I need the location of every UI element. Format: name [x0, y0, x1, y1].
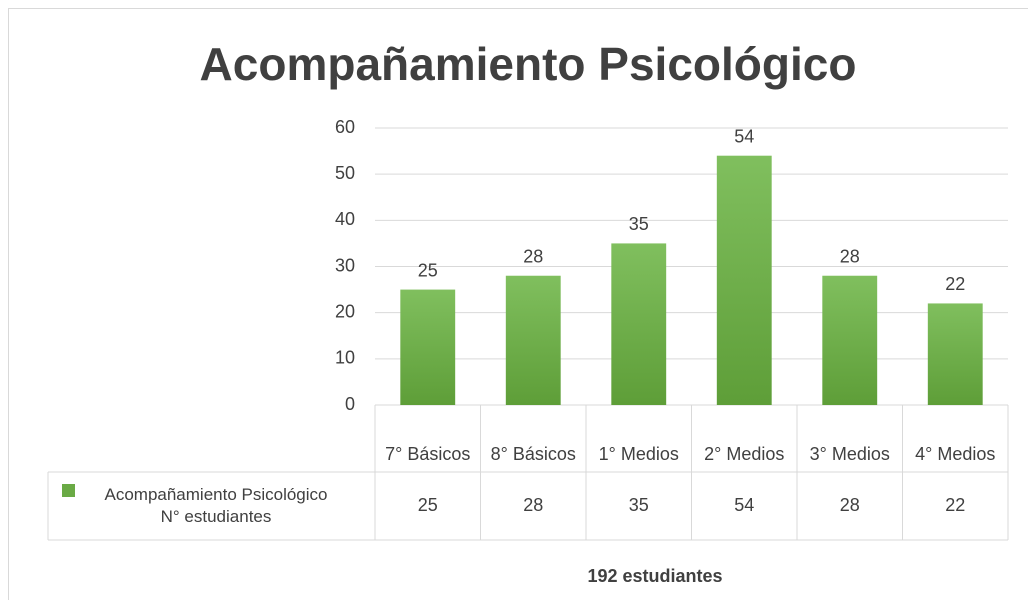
x-tick-label: 4° Medios: [915, 443, 996, 464]
legend-label: Acompañamiento Psicológico N° estudiante…: [104, 484, 328, 526]
x-tick-label: 2° Medios: [704, 443, 785, 464]
bar: [611, 243, 667, 405]
data-label: 54: [734, 126, 754, 146]
bar: [927, 303, 983, 405]
data-label: 35: [629, 214, 649, 234]
table-value: 54: [734, 495, 755, 516]
footer: 192 estudiantes: [587, 566, 722, 586]
x-tick-label: 3° Medios: [809, 443, 890, 464]
y-tick-label: 50: [335, 163, 355, 183]
chart-border: [8, 8, 1028, 600]
x-tick-label: 1° Medios: [598, 443, 679, 464]
x-tick-label: 7° Básicos: [385, 443, 471, 464]
y-tick-label: 60: [335, 117, 355, 137]
y-tick-label: 40: [335, 209, 355, 229]
data-label: 28: [523, 246, 543, 266]
legend-key: [62, 484, 75, 497]
bar: [505, 275, 561, 405]
table-value: 25: [417, 495, 438, 516]
data-label: 22: [945, 274, 965, 294]
chart-title: Acompañamiento Psicológico: [200, 38, 857, 90]
table-value: 35: [628, 495, 649, 516]
y-tick-label: 10: [335, 348, 355, 368]
y-tick-label: 30: [335, 255, 355, 275]
x-tick-label: 8° Básicos: [490, 443, 576, 464]
bar: [400, 289, 456, 405]
data-label: 25: [418, 260, 438, 280]
table-value: 28: [839, 495, 860, 516]
y-tick-label: 20: [335, 301, 355, 321]
y-tick-label: 0: [345, 394, 355, 414]
table-value: 22: [945, 495, 966, 516]
bar: [822, 275, 878, 405]
table-value: 28: [523, 495, 544, 516]
data-label: 28: [840, 246, 860, 266]
bar: [716, 155, 772, 405]
